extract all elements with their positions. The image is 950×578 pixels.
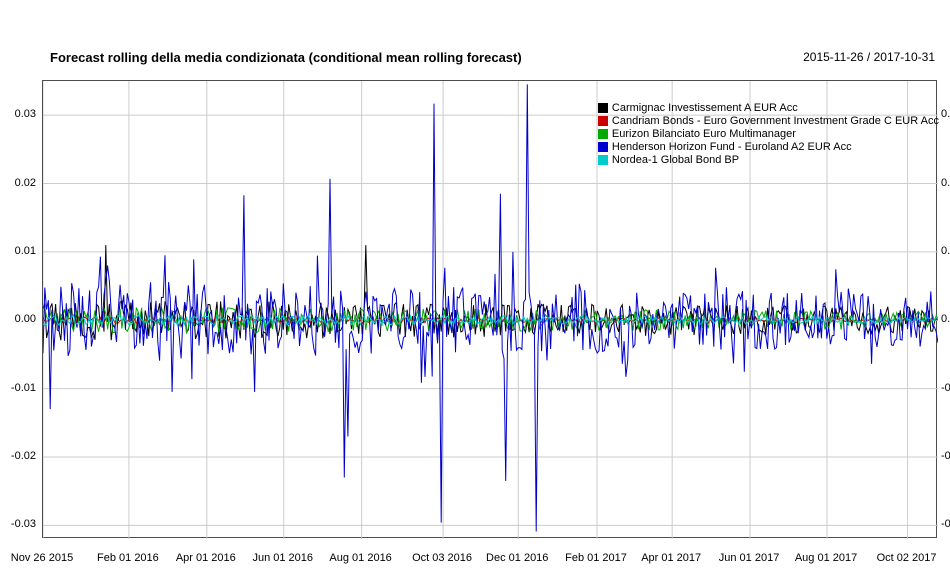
date-range: 2015-11-26 / 2017-10-31 xyxy=(803,50,935,64)
x-tick-label: Dec 01 2016 xyxy=(486,552,548,564)
y-tick-label: 0.03 xyxy=(941,108,950,120)
legend-swatch xyxy=(598,103,608,113)
y-tick-label: 0.03 xyxy=(2,108,36,120)
legend-label: Candriam Bonds - Euro Government Investm… xyxy=(612,115,939,128)
legend-swatch xyxy=(598,142,608,152)
chart-title: Forecast rolling della media condizionat… xyxy=(50,50,522,65)
legend-label: Eurizon Bilanciato Euro Multimanager xyxy=(612,128,796,141)
x-tick-label: Apr 01 2016 xyxy=(176,552,236,564)
y-tick-label: 0.01 xyxy=(2,245,36,257)
legend: Carmignac Investissement A EUR AccCandri… xyxy=(598,102,939,167)
legend-swatch xyxy=(598,116,608,126)
x-tick-label: Feb 01 2017 xyxy=(565,552,627,564)
x-tick-label: Oct 03 2016 xyxy=(412,552,472,564)
legend-label: Nordea-1 Global Bond BP xyxy=(612,154,739,167)
y-tick-label: -0.01 xyxy=(941,382,950,394)
y-tick-label: -0.02 xyxy=(2,450,36,462)
x-tick-label: Apr 01 2017 xyxy=(641,552,701,564)
legend-item: Nordea-1 Global Bond BP xyxy=(598,154,939,167)
legend-item: Henderson Horizon Fund - Euroland A2 EUR… xyxy=(598,141,939,154)
x-tick-label: Aug 01 2017 xyxy=(795,552,857,564)
y-tick-label: 0.00 xyxy=(2,313,36,325)
y-tick-label: 0.02 xyxy=(2,177,36,189)
chart-plot-box: Carmignac Investissement A EUR AccCandri… xyxy=(42,80,937,538)
legend-swatch xyxy=(598,129,608,139)
y-tick-label: 0.02 xyxy=(941,177,950,189)
legend-item: Eurizon Bilanciato Euro Multimanager xyxy=(598,128,939,141)
x-tick-label: Jun 01 2016 xyxy=(252,552,313,564)
legend-item: Candriam Bonds - Euro Government Investm… xyxy=(598,115,939,128)
x-tick-label: Aug 01 2016 xyxy=(329,552,391,564)
y-tick-label: 0.01 xyxy=(941,245,950,257)
y-tick-label: -0.03 xyxy=(2,518,36,530)
x-tick-label: Nov 26 2015 xyxy=(11,552,73,564)
x-tick-label: Jun 01 2017 xyxy=(719,552,780,564)
legend-item: Carmignac Investissement A EUR Acc xyxy=(598,102,939,115)
y-tick-label: 0.00 xyxy=(941,313,950,325)
x-tick-label: Feb 01 2016 xyxy=(97,552,159,564)
x-tick-label: Oct 02 2017 xyxy=(877,552,937,564)
legend-swatch xyxy=(598,155,608,165)
chart-container: Forecast rolling della media condizionat… xyxy=(0,0,950,578)
legend-label: Carmignac Investissement A EUR Acc xyxy=(612,102,798,115)
y-tick-label: -0.03 xyxy=(941,518,950,530)
y-tick-label: -0.01 xyxy=(2,382,36,394)
y-tick-label: -0.02 xyxy=(941,450,950,462)
legend-label: Henderson Horizon Fund - Euroland A2 EUR… xyxy=(612,141,852,154)
